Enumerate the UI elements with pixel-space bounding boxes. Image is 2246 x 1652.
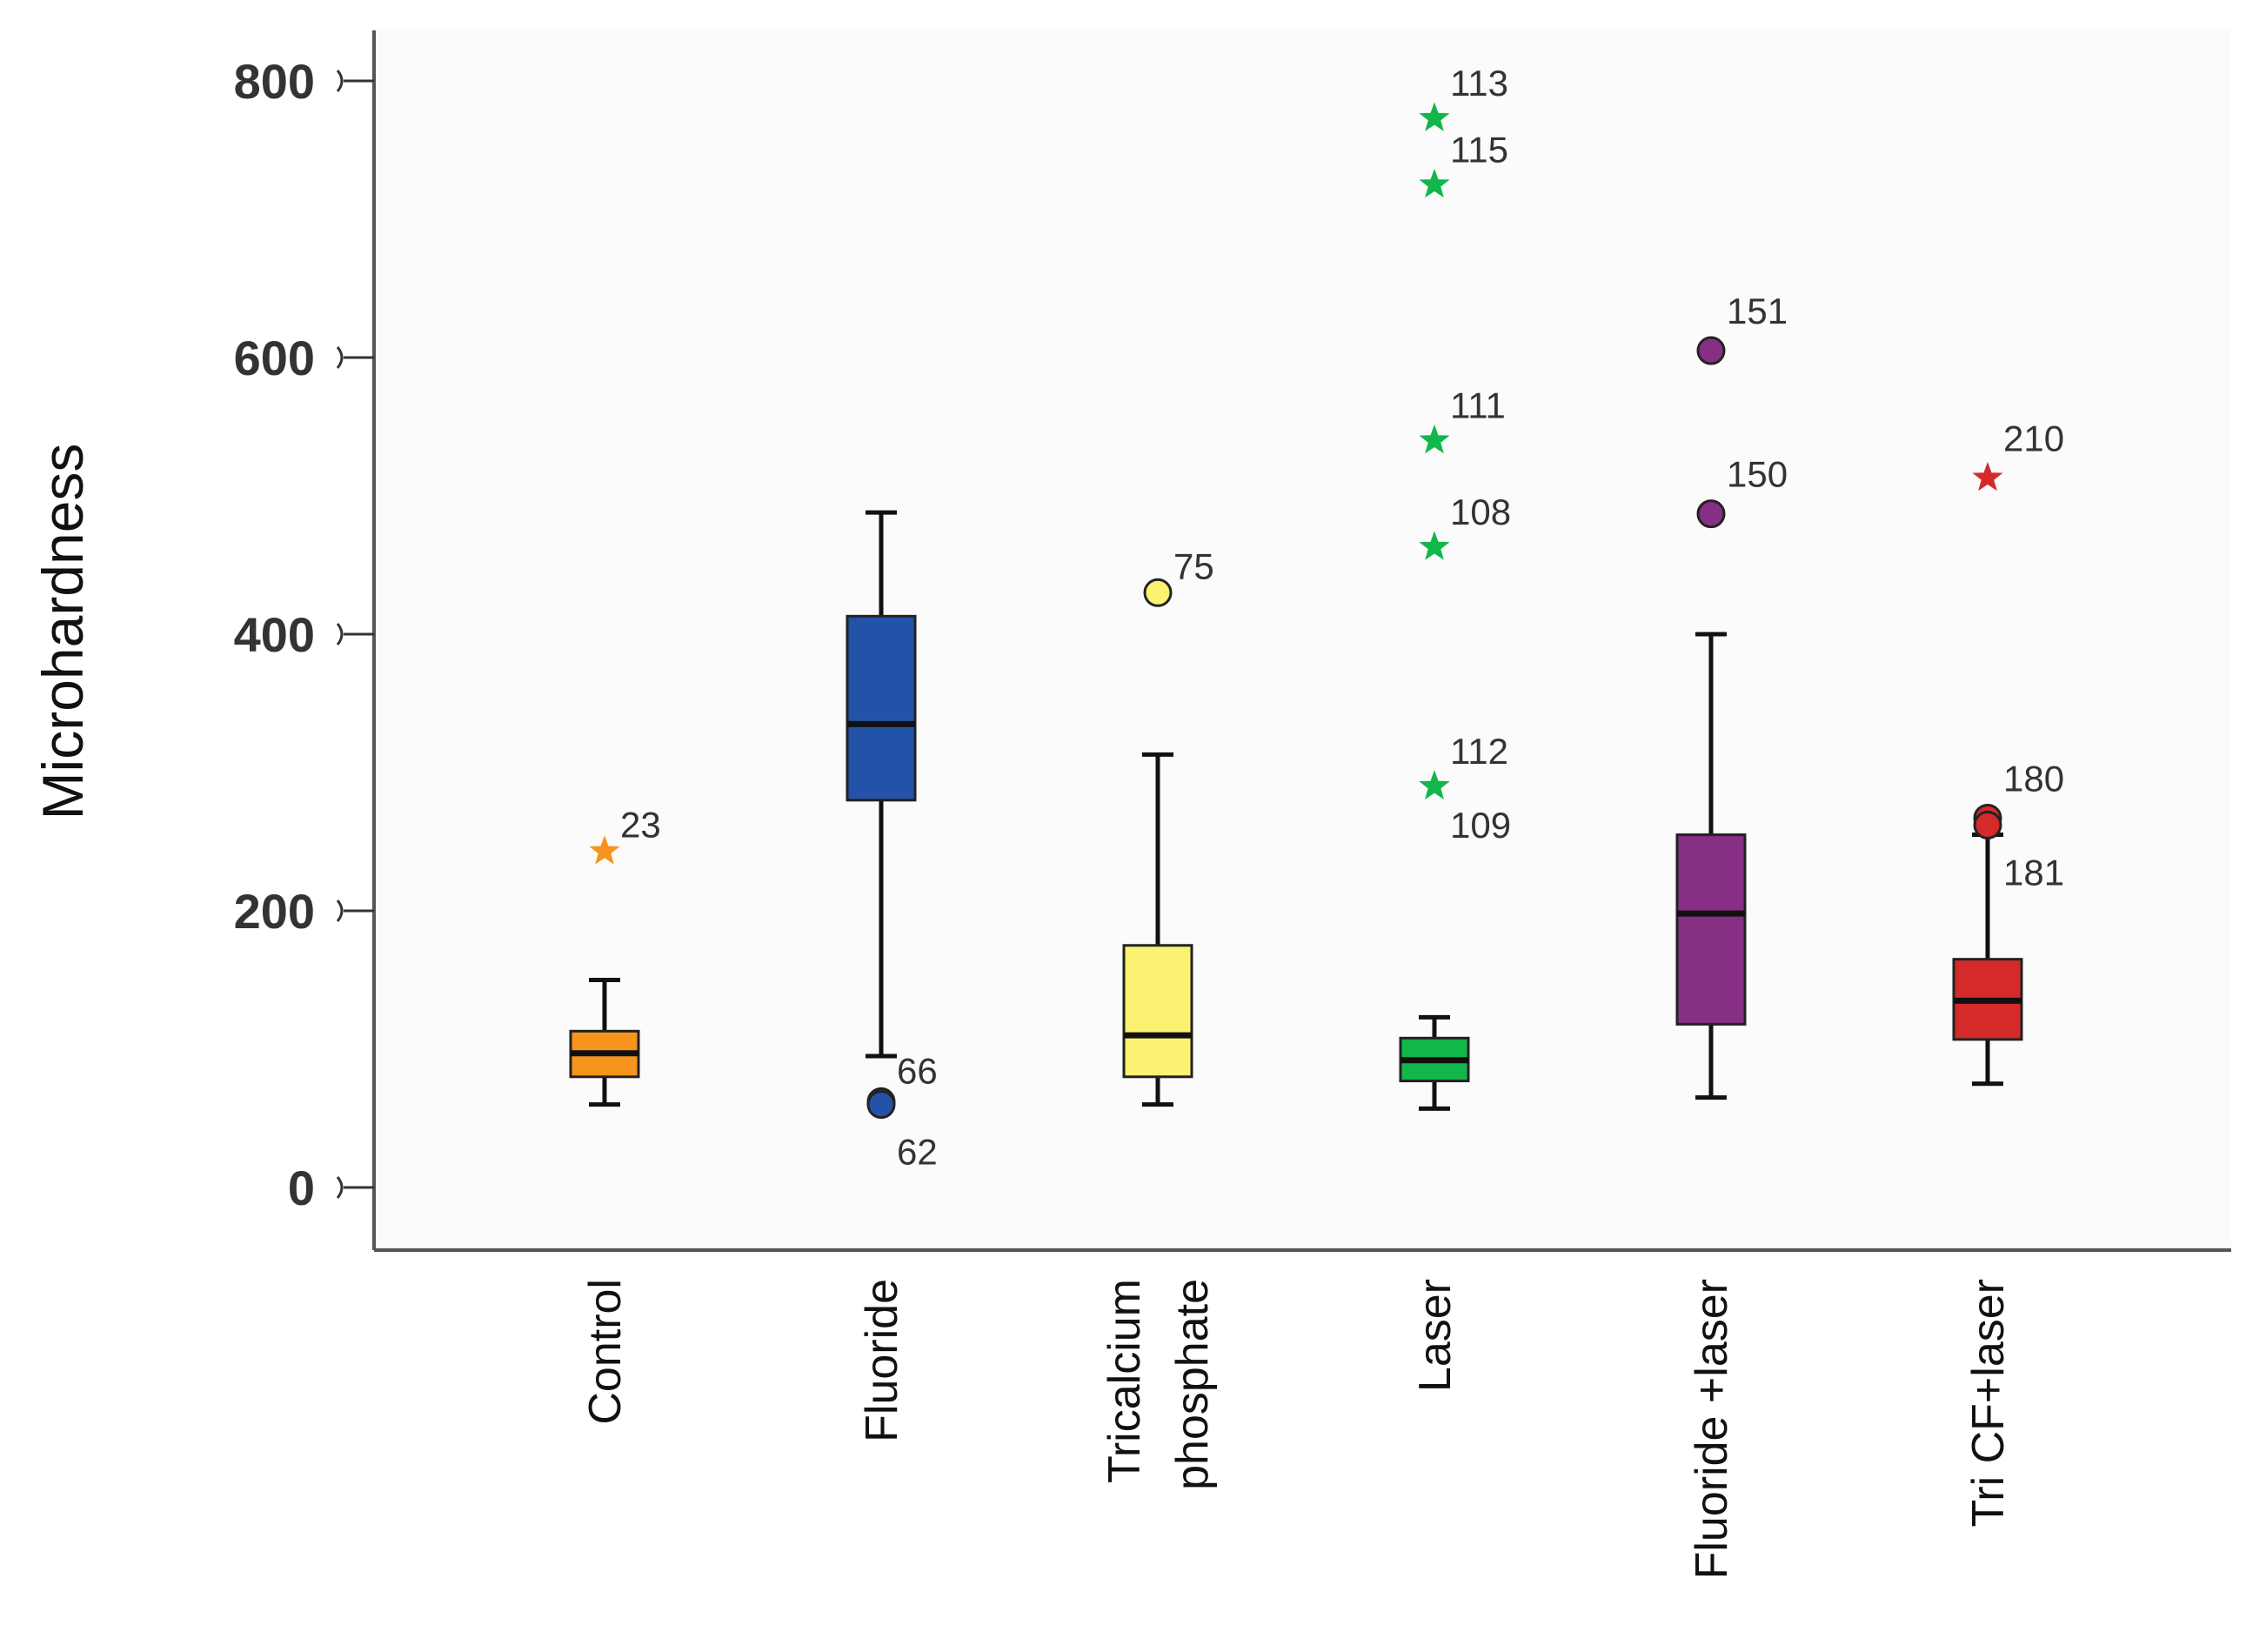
- category-label: phosphate: [1167, 1279, 1218, 1490]
- outlier-label: 150: [1727, 454, 1788, 495]
- outlier-star: [1419, 168, 1450, 198]
- outlier-label: 109: [1450, 805, 1511, 846]
- category-label: Control: [580, 1279, 631, 1425]
- labels: Microhardness Control Fluoride Tricalcium p…: [30, 444, 2014, 1580]
- outlier-label: 112: [1450, 731, 1508, 772]
- outlier-label: 115: [1450, 129, 1508, 170]
- box-group: [1399, 1014, 1470, 1111]
- box-iqr: [1122, 944, 1193, 1079]
- category-label: Fluoride: [857, 1279, 907, 1442]
- outlier-circle: [866, 1090, 896, 1120]
- axes: 0 200 400 600 800: [234, 30, 2231, 1252]
- category-label: Tri CF+laser: [1963, 1279, 2014, 1528]
- outlier-label: 113: [1450, 63, 1508, 104]
- box-group: [1122, 752, 1193, 1107]
- box-group: [569, 978, 640, 1107]
- outlier-label: 111: [1450, 385, 1506, 425]
- y-tick-bracket: [336, 1176, 344, 1199]
- y-axis-title: Microhardness: [30, 444, 95, 820]
- outlier-label: 181: [2003, 852, 2064, 893]
- outlier-label: 151: [1727, 291, 1788, 331]
- outlier-label: 66: [897, 1050, 938, 1091]
- outlier-star: [1419, 424, 1450, 454]
- y-tick-bracket: [336, 346, 344, 369]
- y-tick-label: 400: [234, 607, 315, 662]
- outlier-label: 23: [620, 805, 661, 846]
- box-iqr: [846, 614, 917, 802]
- box-group: [1675, 632, 1747, 1100]
- boxes: [569, 510, 2023, 1111]
- y-tick-label: 200: [234, 884, 315, 939]
- y-tick-label: 800: [234, 54, 315, 109]
- outlier-star: [1419, 770, 1450, 799]
- y-tick-bracket: [336, 70, 344, 92]
- box-iqr: [1675, 833, 1747, 1026]
- outlier-label: 180: [2003, 758, 2064, 799]
- box-group: [846, 510, 917, 1059]
- category-label: Laser: [1410, 1279, 1461, 1392]
- box-group: [1952, 833, 2023, 1087]
- outlier-circle: [1973, 810, 2002, 839]
- outlier-star: [1972, 461, 2003, 492]
- y-tick-label: 600: [234, 331, 315, 385]
- y-tick-bracket: [336, 900, 344, 922]
- outlier-label: 210: [2003, 418, 2064, 458]
- outlier-star: [1419, 102, 1450, 131]
- outlier-star: [1419, 531, 1450, 560]
- outlier-star: [589, 835, 620, 865]
- outlier-label: 75: [1173, 545, 1214, 586]
- outlier-label: 62: [897, 1132, 938, 1173]
- plot-background: [374, 30, 2231, 1250]
- outlier-label: 108: [1450, 492, 1511, 532]
- outliers: 23 66 62 75 113 115 111 108 112 109 151 150 210 180 18…: [589, 63, 2064, 1173]
- outlier-circle: [1696, 499, 1726, 529]
- outlier-circle: [1143, 578, 1173, 607]
- category-label: Fluoride +laser: [1687, 1279, 1737, 1579]
- y-tick-bracket: [336, 623, 344, 645]
- y-tick-label: 0: [288, 1160, 315, 1215]
- outlier-circle: [1696, 336, 1726, 365]
- category-label: Tricalcium: [1100, 1279, 1150, 1483]
